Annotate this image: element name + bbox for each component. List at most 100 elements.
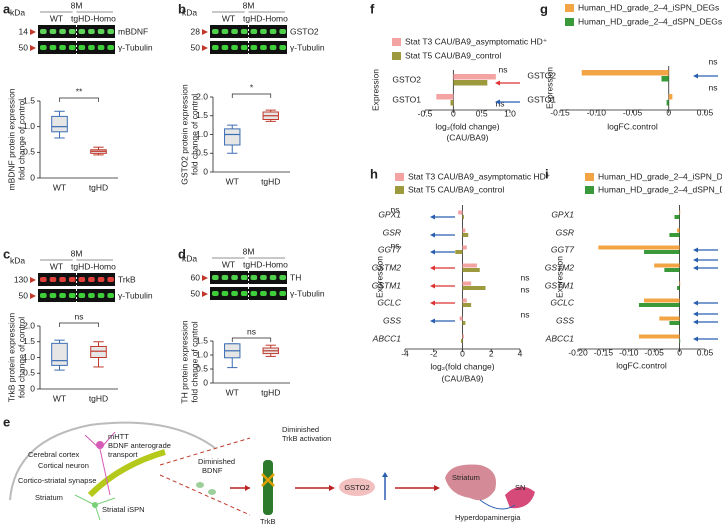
- blot-band: [88, 277, 95, 282]
- y-tick-label: 0: [30, 383, 35, 393]
- y-tick-label: 1.5: [23, 95, 35, 105]
- panel-letter: c: [3, 246, 10, 261]
- legend-label: Human_HD_grade_2–4_iSPN_DEGs: [598, 171, 722, 181]
- panel-letter: f: [370, 1, 375, 16]
- legend-marker: [392, 38, 401, 46]
- bar: [644, 250, 680, 254]
- bar: [462, 281, 472, 286]
- blot-group: tgHD-Homo: [243, 13, 288, 23]
- bar: [455, 250, 463, 254]
- bar: [669, 233, 680, 237]
- highlight-arrowhead: [693, 336, 698, 342]
- bar: [638, 303, 680, 307]
- significance-label: **: [76, 86, 83, 96]
- y-tick-label: GSR: [556, 227, 574, 237]
- highlight-arrowhead: [430, 300, 435, 306]
- bar: [659, 316, 680, 321]
- x-tick-label: 2: [489, 348, 494, 358]
- blot-band: [260, 275, 267, 280]
- blot-group: WT: [50, 261, 63, 271]
- bar: [462, 233, 469, 237]
- blot-band: [68, 45, 76, 50]
- corticostriatal-tract: [87, 449, 166, 498]
- legend-marker: [395, 173, 404, 181]
- y-axis-label: fold change of control: [189, 94, 199, 175]
- y-tick-label: ABCC1: [372, 333, 402, 343]
- blot-band: [221, 291, 229, 296]
- blot-band: [221, 29, 229, 34]
- blot-band: [107, 45, 114, 50]
- trkb-receptor: [263, 460, 273, 515]
- blot-group: tgHD-Homo: [243, 259, 288, 269]
- x-tick-label: 0: [451, 108, 456, 118]
- bar: [674, 215, 680, 219]
- bdnf-dot: [196, 482, 204, 488]
- blot-band: [269, 291, 277, 296]
- significance-label: ns: [247, 326, 256, 336]
- panel-letter: e: [3, 414, 10, 429]
- y-axis-label: TH protein expression: [179, 320, 189, 403]
- diagram-label: Cortical neuron: [38, 461, 89, 470]
- bar: [462, 334, 464, 339]
- y-tick-label: 0: [203, 166, 208, 176]
- bar: [462, 215, 464, 219]
- legend-label: Human_HD_grade_2–4_dSPN_DEGs: [578, 16, 722, 26]
- blot-row: [210, 25, 287, 38]
- blot-band: [49, 293, 57, 298]
- significance-label: ns: [75, 311, 84, 321]
- blot-band: [279, 275, 286, 280]
- cortical-neuron: [96, 441, 104, 449]
- x-tick-label: 0: [677, 347, 682, 357]
- y-tick-label: 1.0: [23, 121, 35, 131]
- blot-band: [212, 29, 219, 34]
- blot-band: [240, 275, 248, 280]
- bar: [453, 80, 488, 86]
- diagram-label: Cerebral cortex: [28, 450, 80, 459]
- blot-band: [269, 45, 277, 50]
- blot-row: [38, 25, 115, 38]
- blot-band: [68, 293, 76, 298]
- blot-band: [269, 275, 277, 280]
- panel-letter: b: [178, 1, 186, 16]
- blot-band-label: γ-Tubulin: [290, 42, 325, 52]
- blot-group: WT: [50, 13, 63, 23]
- bar: [462, 303, 472, 307]
- x-tick-label: 4: [518, 348, 523, 358]
- blot-band: [97, 293, 105, 298]
- diagram-label: Diminished: [198, 457, 235, 466]
- diagram-label: Cortico-striatal synapse: [18, 476, 96, 485]
- blot-band: [221, 275, 229, 280]
- box-body: [51, 342, 68, 366]
- x-tick-label: 0.05: [697, 347, 714, 357]
- blot-band-label: GSTO2: [290, 26, 319, 36]
- inhibition-mark: [261, 473, 275, 487]
- x-tick-label: 1.0: [504, 108, 516, 118]
- blot-group: WT: [222, 13, 235, 23]
- blot-band: [59, 293, 66, 298]
- blot-band: [59, 277, 66, 282]
- bar: [661, 76, 669, 82]
- highlight-arrowhead: [430, 318, 435, 324]
- y-tick-label: GPX1: [551, 209, 574, 219]
- bar: [669, 321, 680, 325]
- highlight-arrowhead: [495, 99, 500, 105]
- blot-band: [88, 293, 95, 298]
- blot-band: [40, 29, 47, 34]
- blot-band: [68, 277, 76, 282]
- diagram-label: BDNF anterograde: [108, 441, 171, 450]
- diagram-label: transport: [108, 450, 139, 459]
- blot-group: tgHD-Homo: [71, 261, 116, 271]
- blot-band: [49, 29, 57, 34]
- gsto2-node: [339, 478, 375, 496]
- annotation: ns: [391, 240, 400, 250]
- legend-marker: [585, 173, 594, 181]
- highlight-arrowhead: [693, 311, 698, 317]
- blot-band: [260, 29, 267, 34]
- y-tick-label: GSR: [383, 227, 401, 237]
- bar: [679, 281, 681, 286]
- highlight-arrowhead: [693, 319, 698, 325]
- blot-pointer: [202, 29, 208, 35]
- blot-band-label: TH: [290, 272, 301, 282]
- annotation: ns: [521, 284, 530, 294]
- diagram-label: Diminished: [282, 425, 319, 434]
